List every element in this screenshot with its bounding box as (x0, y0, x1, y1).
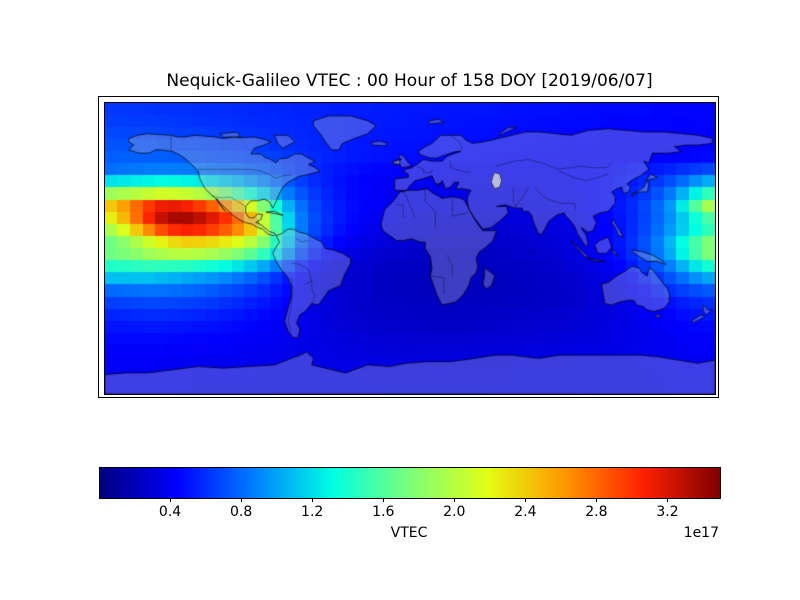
colorbar-axis-label: VTEC (390, 525, 428, 541)
plot-title: Nequick-Galileo VTEC : 00 Hour of 158 DO… (166, 71, 653, 91)
colorbar-tick-mark (383, 498, 385, 502)
vtec-heatmap-canvas (105, 103, 715, 394)
colorbar-tick-mark (667, 498, 669, 502)
colorbar-gradient-canvas (100, 468, 720, 498)
colorbar-tick-mark (525, 498, 527, 502)
colorbar-tick-label: 0.8 (229, 504, 253, 520)
colorbar-tick-label: 1.6 (372, 504, 395, 520)
colorbar-offset-text: 1e17 (683, 525, 719, 541)
colorbar-tick-mark (241, 498, 243, 502)
colorbar-tick-label: 3.2 (656, 504, 679, 520)
colorbar-tick-mark (596, 498, 598, 502)
colorbar-ticks: 0.4 0.8 1.2 1.6 2.0 2.4 2.8 3.2 (99, 498, 719, 528)
colorbar-tick-mark (454, 498, 456, 502)
colorbar (99, 467, 721, 499)
colorbar-tick-label: 1.2 (301, 504, 324, 520)
colorbar-tick-label: 2.0 (443, 504, 466, 520)
colorbar-tick-mark (312, 498, 314, 502)
colorbar-tick-label: 2.8 (585, 504, 608, 520)
world-map (104, 102, 716, 395)
colorbar-tick-label: 2.4 (514, 504, 537, 520)
colorbar-tick-mark (170, 498, 172, 502)
colorbar-tick-label: 0.4 (158, 504, 182, 520)
